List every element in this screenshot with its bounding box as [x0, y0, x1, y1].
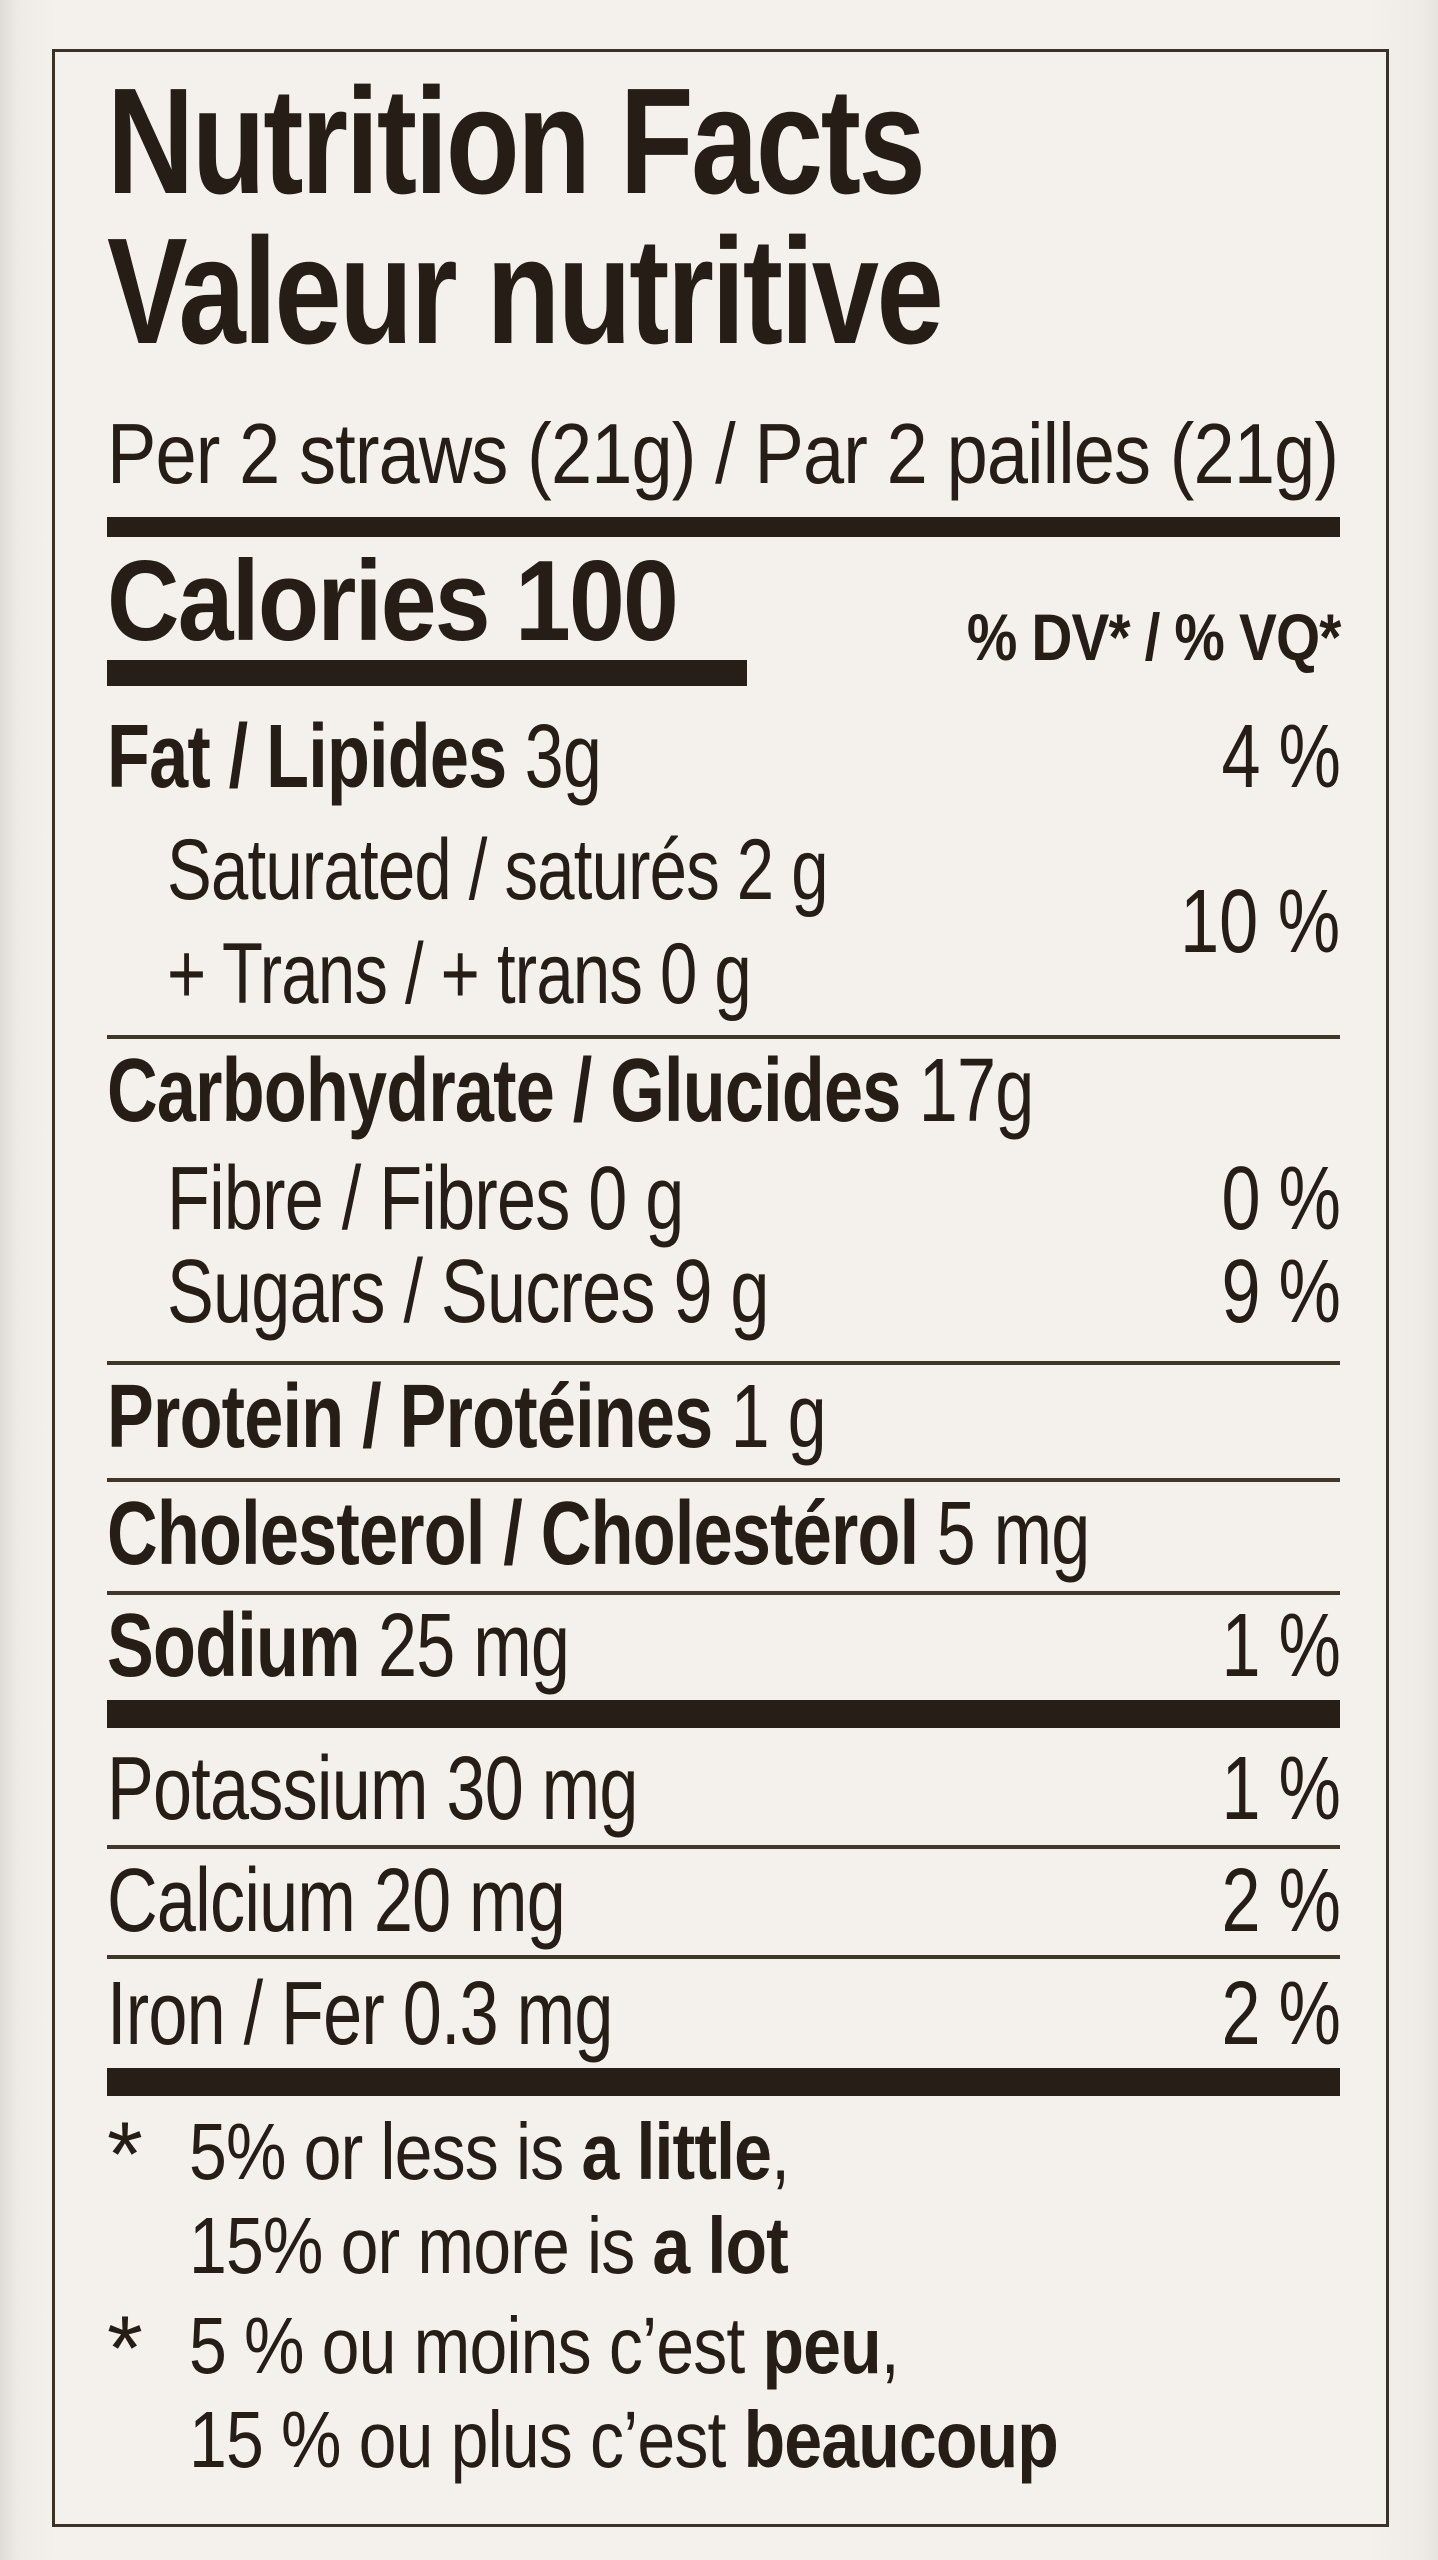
divider-thin-1: [107, 1035, 1340, 1039]
divider-thick-middle: [107, 1700, 1340, 1728]
row-protein: Protein / Protéines 1 g: [107, 1367, 827, 1467]
row-saturated-trans: Saturated / saturés 2 g + Trans / + tran…: [107, 818, 1340, 1026]
nutrition-facts-panel: Nutrition Facts Valeur nutritive Per 2 s…: [52, 49, 1389, 2527]
calories-label: Calories 100: [107, 538, 679, 665]
row-fibre: Fibre / Fibres 0 g 0 %: [167, 1149, 1341, 1249]
sodium-percent: 1 %: [1221, 1596, 1340, 1696]
footnote-fr: * 5 % ou moins c’est peu, 15 % ou plus c…: [107, 2299, 1340, 2487]
fibre-percent: 0 %: [1221, 1149, 1340, 1249]
divider-thin-2: [107, 1361, 1340, 1365]
footnote-fr-line2: 15 % ou plus c’est beaucoup: [189, 2395, 1059, 2484]
footnote-en: * 5% or less is a little, 15% or more is…: [107, 2105, 1340, 2293]
divider-thin-5: [107, 1845, 1340, 1849]
row-cholesterol: Cholesterol / Cholestérol 5 mg: [107, 1484, 1090, 1584]
row-iron: Iron / Fer 0.3 mg 2 %: [107, 1964, 1341, 2064]
iron-percent: 2 %: [1221, 1964, 1340, 2064]
row-calcium: Calcium 20 mg 2 %: [107, 1851, 1341, 1951]
row-fat: Fat / Lipides 3g 4 %: [107, 707, 1341, 807]
trans-line: + Trans / + trans 0 g: [167, 926, 752, 1022]
daily-value-header: % DV* / % VQ*: [966, 600, 1341, 674]
footnote-en-line2: 15% or more is a lot: [189, 2201, 789, 2290]
row-sodium: Sodium 25 mg 1 %: [107, 1596, 1341, 1696]
calcium-percent: 2 %: [1221, 1851, 1340, 1951]
row-sugars: Sugars / Sucres 9 g 9 %: [167, 1242, 1341, 1342]
serving-size: Per 2 straws (21g) / Par 2 pailles (21g): [107, 407, 1339, 502]
saturated-line: Saturated / saturés 2 g: [167, 822, 829, 918]
divider-thin-6: [107, 1955, 1340, 1959]
sugars-percent: 9 %: [1221, 1242, 1340, 1342]
calories-underline-bar: [107, 660, 747, 686]
footnote-en-asterisk: *: [107, 2104, 143, 2206]
calories-row: Calories 100 % DV* / % VQ*: [107, 538, 1341, 674]
title-fr: Valeur nutritive: [107, 206, 944, 375]
footnote-fr-asterisk: *: [107, 2298, 143, 2400]
fat-percent: 4 %: [1221, 707, 1340, 807]
title-en: Nutrition Facts: [107, 56, 926, 225]
divider-thick-top: [107, 517, 1340, 537]
footnote-en-line1: 5% or less is a little,: [189, 2107, 790, 2196]
calories-value: 100: [514, 538, 679, 665]
divider-thick-bottom: [107, 2068, 1340, 2096]
row-potassium: Potassium 30 mg 1 %: [107, 1739, 1341, 1839]
potassium-percent: 1 %: [1221, 1739, 1340, 1839]
divider-thin-3: [107, 1478, 1340, 1482]
divider-thin-4: [107, 1591, 1340, 1595]
row-carbohydrate: Carbohydrate / Glucides 17g: [107, 1041, 1034, 1141]
panel-title: Nutrition Facts Valeur nutritive: [107, 56, 1340, 375]
saturated-trans-percent: 10 %: [1179, 872, 1340, 972]
footnote-fr-line1: 5 % ou moins c’est peu,: [189, 2301, 900, 2390]
